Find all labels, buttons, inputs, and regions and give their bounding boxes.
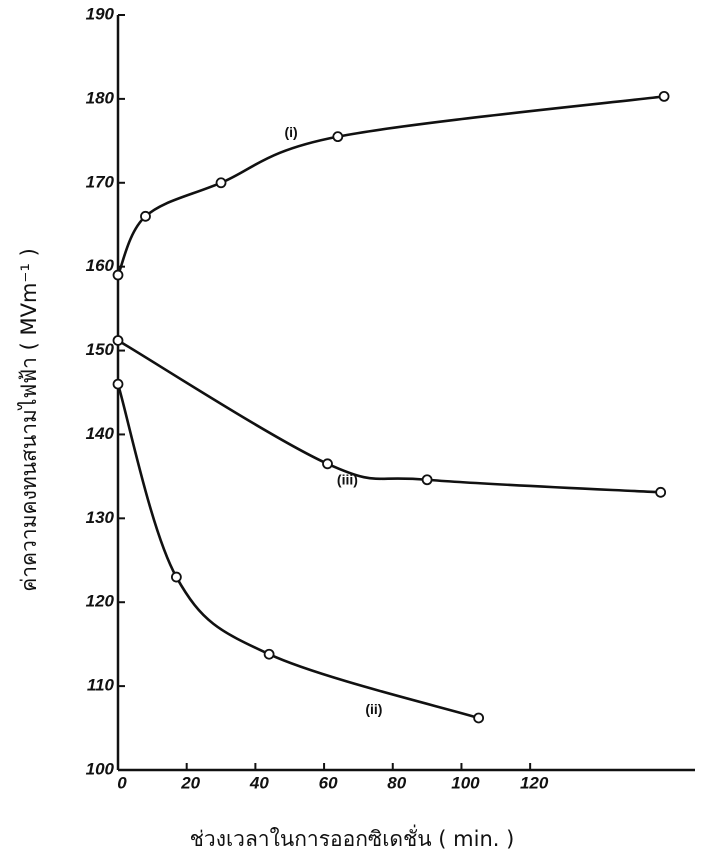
data-point [423, 475, 432, 484]
x-axis-title: ช่วงเวลาในการออกซิเดชั่น ( min. ) [190, 824, 515, 851]
y-tick-label: 130 [86, 508, 115, 527]
y-tick-label: 120 [86, 592, 115, 611]
page: {"chart_data": {"type": "line", "x_label… [0, 0, 704, 865]
data-point [172, 573, 181, 582]
y-tick-label: 170 [86, 172, 115, 191]
y-axis-title: ค่าความคงทนสนามไฟฟ้า ( MVm⁻¹ ) [17, 248, 41, 592]
data-point [660, 92, 669, 101]
chart: ช่วงเวลาในการออกซิเดชั่น ( min. ) ค่าควา… [0, 0, 704, 865]
x-tick-label: 100 [451, 773, 480, 792]
x-tick-label: 80 [387, 773, 406, 792]
curve-label: (iii) [337, 472, 358, 488]
data-point [114, 271, 123, 280]
x-tick-label: 0 [117, 773, 127, 792]
y-tick-label: 100 [86, 759, 115, 778]
line [118, 96, 664, 275]
y-tick-label: 160 [86, 256, 115, 275]
y-tick-label: 140 [86, 424, 115, 443]
curve-label: (i) [284, 124, 297, 140]
data-point [114, 336, 123, 345]
data-point [333, 132, 342, 141]
data-point [474, 713, 483, 722]
data-point [656, 488, 665, 497]
y-tick-label: 180 [86, 88, 115, 107]
line [118, 340, 661, 492]
x-tick-label: 20 [180, 773, 200, 792]
data-point [114, 380, 123, 389]
x-tick-label: 40 [249, 773, 269, 792]
line [118, 384, 479, 718]
y-tick-label: 110 [87, 676, 115, 695]
curve-label: (ii) [365, 701, 382, 717]
data-point [141, 212, 150, 221]
x-tick-label: 60 [319, 773, 338, 792]
data-point [265, 650, 274, 659]
y-tick-label: 190 [86, 4, 115, 23]
y-tick-label: 150 [86, 340, 115, 359]
data-point [217, 178, 226, 187]
x-tick-label: 120 [520, 773, 549, 792]
data-point [323, 459, 332, 468]
